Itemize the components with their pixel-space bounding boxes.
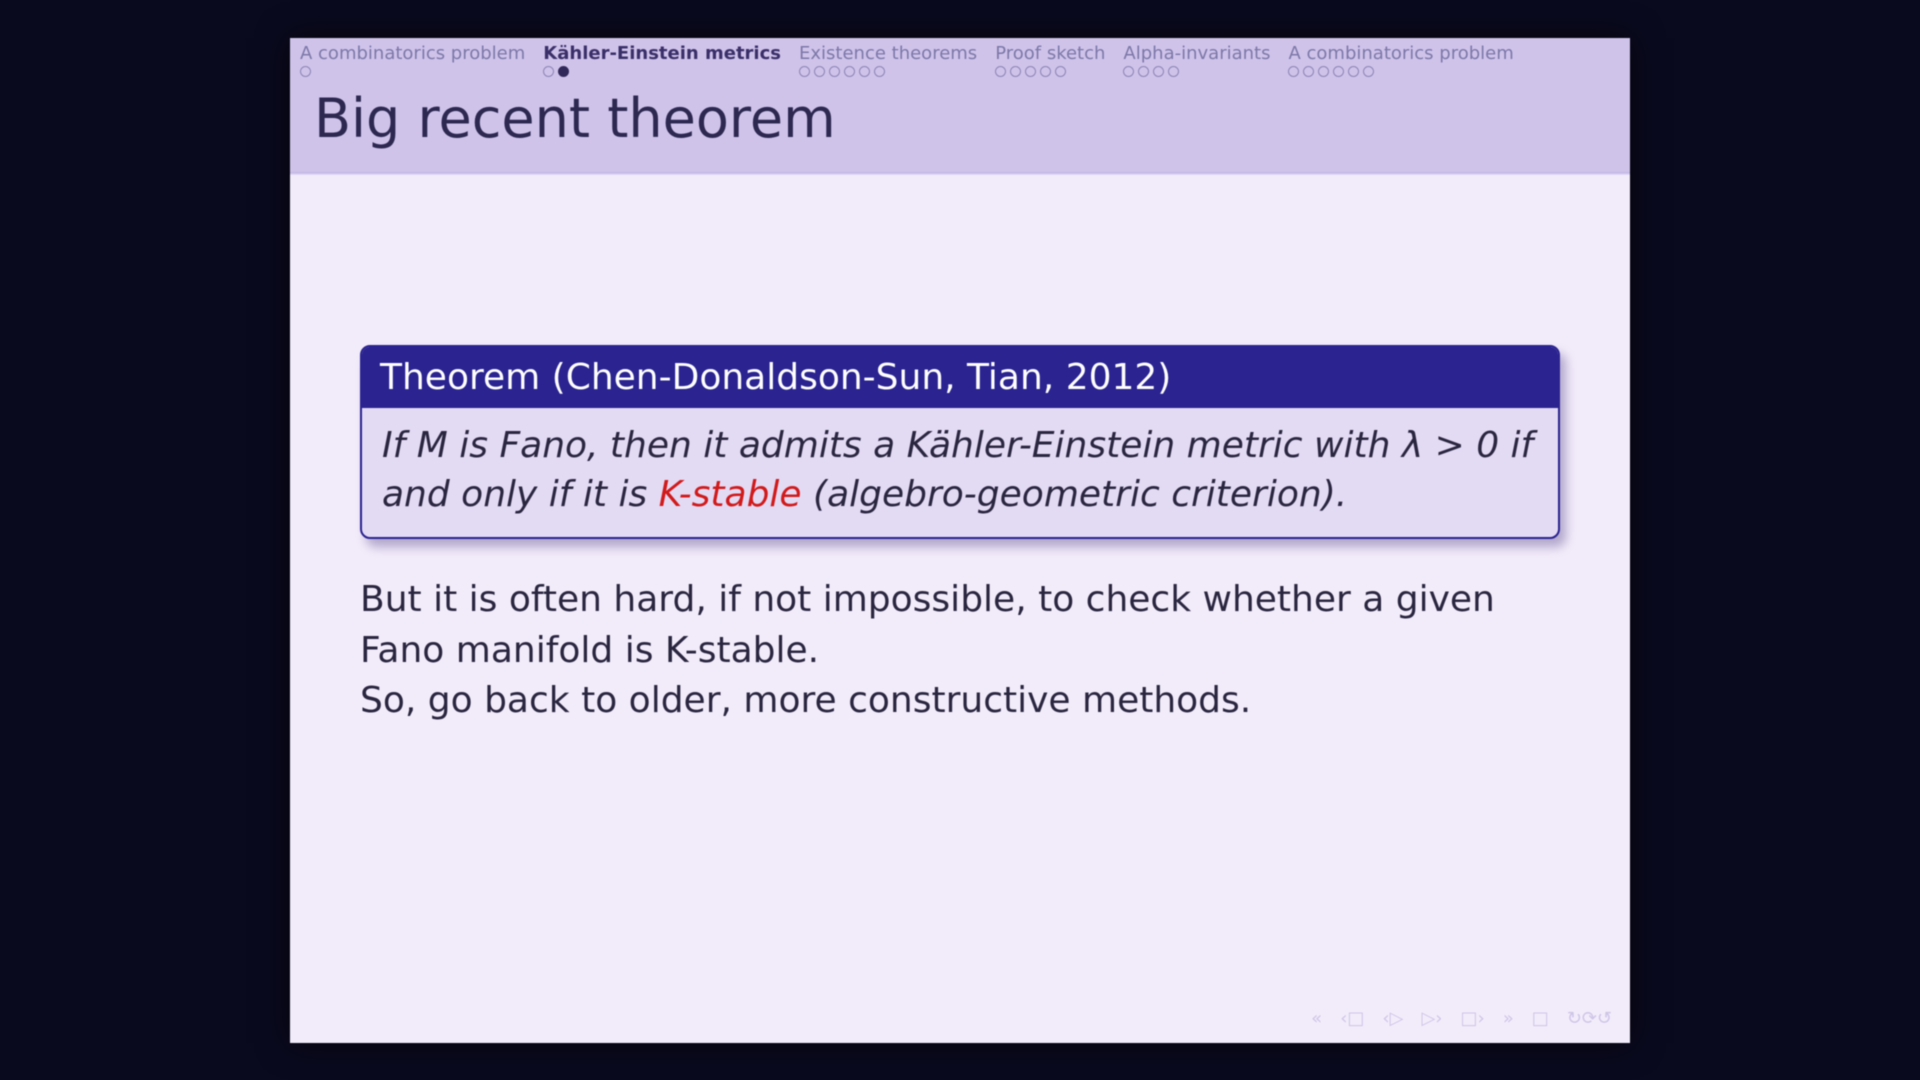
nav-section-dots [1123, 65, 1179, 77]
followup-line-2: So, go back to older, more constructive … [360, 676, 1560, 726]
slide-title: Big recent theorem [314, 87, 1606, 150]
nav-section-label: Kähler-Einstein metrics [543, 44, 781, 64]
nav-progress-dot[interactable] [1153, 66, 1164, 77]
nav-search-icon[interactable]: □ [1532, 1008, 1549, 1029]
nav-progress-dot[interactable] [1348, 66, 1359, 77]
nav-prev-icon[interactable]: ‹□ [1340, 1008, 1364, 1029]
nav-progress-dot[interactable] [300, 66, 311, 77]
theorem-body: If M is Fano, then it admits a Kähler-Ei… [362, 408, 1558, 537]
nav-section-label: Existence theorems [799, 44, 977, 64]
nav-section-3[interactable]: Proof sketch [995, 44, 1105, 78]
nav-progress-dot[interactable] [1138, 66, 1149, 77]
slide: A combinatorics problem Kähler-Einstein m… [290, 38, 1630, 1043]
nav-progress-dot[interactable] [814, 66, 825, 77]
nav-progress-dot[interactable] [859, 66, 870, 77]
slide-content: Theorem (Chen-Donaldson-Sun, Tian, 2012)… [290, 175, 1630, 726]
nav-progress-dot[interactable] [1055, 66, 1066, 77]
theorem-highlight: K-stable [659, 474, 802, 515]
nav-progress-dot[interactable] [1168, 66, 1179, 77]
nav-progress-dot[interactable] [1010, 66, 1021, 77]
title-band: Big recent theorem [290, 79, 1630, 172]
nav-section-5[interactable]: A combinatorics problem [1288, 44, 1513, 78]
theorem-body-after: (algebro-geometric criterion). [802, 474, 1348, 515]
followup-line-1: But it is often hard, if not impossible,… [360, 575, 1560, 676]
nav-section-dots [1288, 65, 1374, 77]
nav-progress-dot[interactable] [1288, 66, 1299, 77]
nav-section-label: A combinatorics problem [300, 44, 525, 64]
nav-progress-dot[interactable] [1040, 66, 1051, 77]
followup-text: But it is often hard, if not impossible,… [360, 575, 1560, 726]
nav-progress-dot[interactable] [1363, 66, 1374, 77]
nav-progress-dot[interactable] [829, 66, 840, 77]
stage: A combinatorics problem Kähler-Einstein m… [0, 0, 1920, 1080]
nav-loop-icon[interactable]: ↻⟳↺ [1567, 1008, 1612, 1029]
nav-progress-dot[interactable] [1025, 66, 1036, 77]
nav-next-slide-icon[interactable]: ▷› [1421, 1008, 1442, 1029]
nav-progress-dot[interactable] [1333, 66, 1344, 77]
nav-section-dots [300, 65, 311, 77]
nav-progress-dot[interactable] [874, 66, 885, 77]
nav-next-icon[interactable]: □› [1461, 1008, 1485, 1029]
nav-first-icon[interactable]: « [1311, 1008, 1322, 1029]
nav-progress-dot[interactable] [799, 66, 810, 77]
nav-section-2[interactable]: Existence theorems [799, 44, 977, 78]
nav-section-dots [543, 65, 569, 77]
nav-section-0[interactable]: A combinatorics problem [300, 44, 525, 78]
nav-prev-slide-icon[interactable]: ‹▷ [1382, 1008, 1403, 1029]
nav-section-1[interactable]: Kähler-Einstein metrics [543, 44, 781, 78]
nav-section-dots [995, 65, 1066, 77]
nav-section-4[interactable]: Alpha-invariants [1123, 44, 1270, 78]
nav-progress-dot[interactable] [1318, 66, 1329, 77]
nav-progress-dot[interactable] [844, 66, 855, 77]
nav-section-label: Proof sketch [995, 44, 1105, 64]
nav-progress-dot[interactable] [543, 66, 554, 77]
nav-section-label: A combinatorics problem [1288, 44, 1513, 64]
nav-progress-dot[interactable] [995, 66, 1006, 77]
beamer-footer-nav: « ‹□ ‹▷ ▷› □› » □ ↻⟳↺ [1311, 1008, 1612, 1029]
nav-section-dots [799, 65, 885, 77]
nav-progress-dot[interactable] [1303, 66, 1314, 77]
nav-last-icon[interactable]: » [1503, 1008, 1514, 1029]
nav-progress-dot[interactable] [1123, 66, 1134, 77]
nav-progress-dot[interactable] [558, 66, 569, 77]
nav-section-label: Alpha-invariants [1123, 44, 1270, 64]
theorem-box: Theorem (Chen-Donaldson-Sun, Tian, 2012)… [360, 345, 1560, 539]
theorem-header: Theorem (Chen-Donaldson-Sun, Tian, 2012) [362, 347, 1558, 408]
section-nav: A combinatorics problem Kähler-Einstein m… [290, 38, 1630, 80]
